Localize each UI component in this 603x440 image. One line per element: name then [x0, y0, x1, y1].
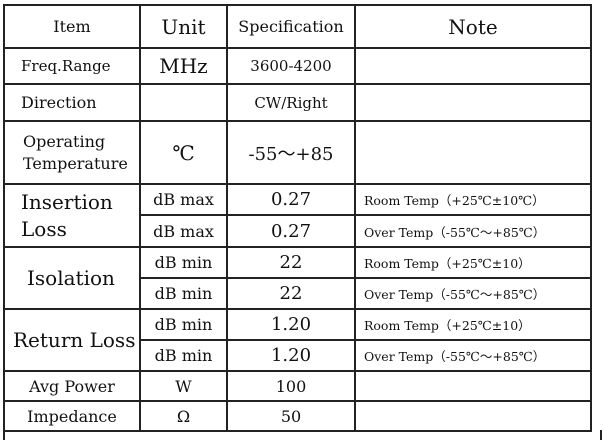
item-cell: Return Loss — [3, 308, 141, 372]
unit-cell: dB min — [139, 277, 228, 310]
table-row: dB min 22 Over Temp（-55℃～+85℃） — [4, 277, 592, 310]
item-cell: Avg Power — [3, 370, 141, 402]
spec-cell: 0.27 — [226, 183, 356, 216]
table-row: Insertion Loss dB max 0.27 Room Temp（+25℃… — [3, 183, 592, 248]
item-line: Temperature — [23, 153, 128, 173]
unit-cell: dB max — [139, 214, 228, 248]
item-cell: Insertion Loss — [3, 183, 141, 248]
spec-cell: 1.20 — [226, 308, 356, 341]
spec-cell: 3600-4200 — [226, 47, 356, 85]
item-line: Loss — [21, 216, 67, 241]
spec-cell: 100 — [226, 370, 356, 402]
item-line: Operating — [23, 131, 106, 151]
unit-cell: dB min — [139, 246, 228, 279]
note-cell — [354, 400, 592, 432]
unit-cell: W — [139, 370, 228, 402]
spec-cell: 1.20 — [226, 339, 356, 372]
note-cell: Room Temp（+25℃±10） — [354, 246, 592, 279]
header-unit: Unit — [139, 4, 228, 49]
unit-cell: dB max — [139, 183, 228, 216]
spec-cell: 0.27 — [226, 214, 356, 248]
header-note: Note — [354, 4, 592, 49]
spec-cell: 22 — [226, 277, 356, 310]
item-cell: Freq.Range — [3, 47, 141, 85]
specification-table: Item Unit Specification Note Freq.Range … — [3, 4, 592, 432]
table-row: Avg Power W 100 — [3, 370, 592, 402]
note-cell: Room Temp（+25℃±10） — [354, 308, 592, 341]
header-specification: Specification — [226, 4, 356, 49]
note-cell — [354, 47, 592, 85]
table-row: Return Loss dB min 1.20 Room Temp（+25℃±1… — [3, 308, 592, 372]
unit-cell: ℃ — [139, 120, 228, 185]
note-cell: Over Temp（-55℃～+85℃） — [354, 214, 592, 248]
item-cell: Isolation — [3, 246, 141, 310]
note-cell — [354, 370, 592, 402]
unit-cell: dB min — [139, 308, 228, 341]
unit-cell — [139, 83, 228, 122]
header-row: Item Unit Specification Note — [3, 4, 592, 49]
table-row: Isolation dB min 22 Room Temp（+25℃±10） — [3, 246, 592, 310]
table-row: Impedance Ω 50 — [3, 400, 592, 432]
table-row: dB min 1.20 Over Temp（-55℃～+85℃） — [4, 339, 592, 372]
note-cell — [354, 83, 592, 122]
note-cell: Room Temp（+25℃±10℃） — [354, 183, 592, 216]
spec-cell: CW/Right — [226, 83, 356, 122]
table-continuation — [3, 430, 602, 440]
spec-cell: 50 — [226, 400, 356, 432]
item-cell: Impedance — [3, 400, 141, 432]
table-row: Freq.Range MHz 3600-4200 — [3, 47, 592, 85]
unit-cell: dB min — [139, 339, 228, 372]
unit-cell: Ω — [139, 400, 228, 432]
item-cell: Direction — [3, 83, 141, 122]
table-row: dB max 0.27 Over Temp（-55℃～+85℃） — [4, 214, 592, 248]
unit-cell: MHz — [139, 47, 228, 85]
note-cell: Over Temp（-55℃～+85℃） — [354, 277, 592, 310]
spec-cell: 22 — [226, 246, 356, 279]
note-cell: Over Temp（-55℃～+85℃） — [354, 339, 592, 372]
table-row: Direction CW/Right — [3, 83, 592, 122]
header-item: Item — [3, 4, 141, 49]
item-line: Insertion — [21, 189, 113, 214]
note-cell — [354, 120, 592, 185]
table-row: Operating Temperature ℃ -55～+85 — [3, 120, 592, 185]
item-cell: Operating Temperature — [3, 120, 141, 185]
spec-cell: -55～+85 — [226, 120, 356, 185]
